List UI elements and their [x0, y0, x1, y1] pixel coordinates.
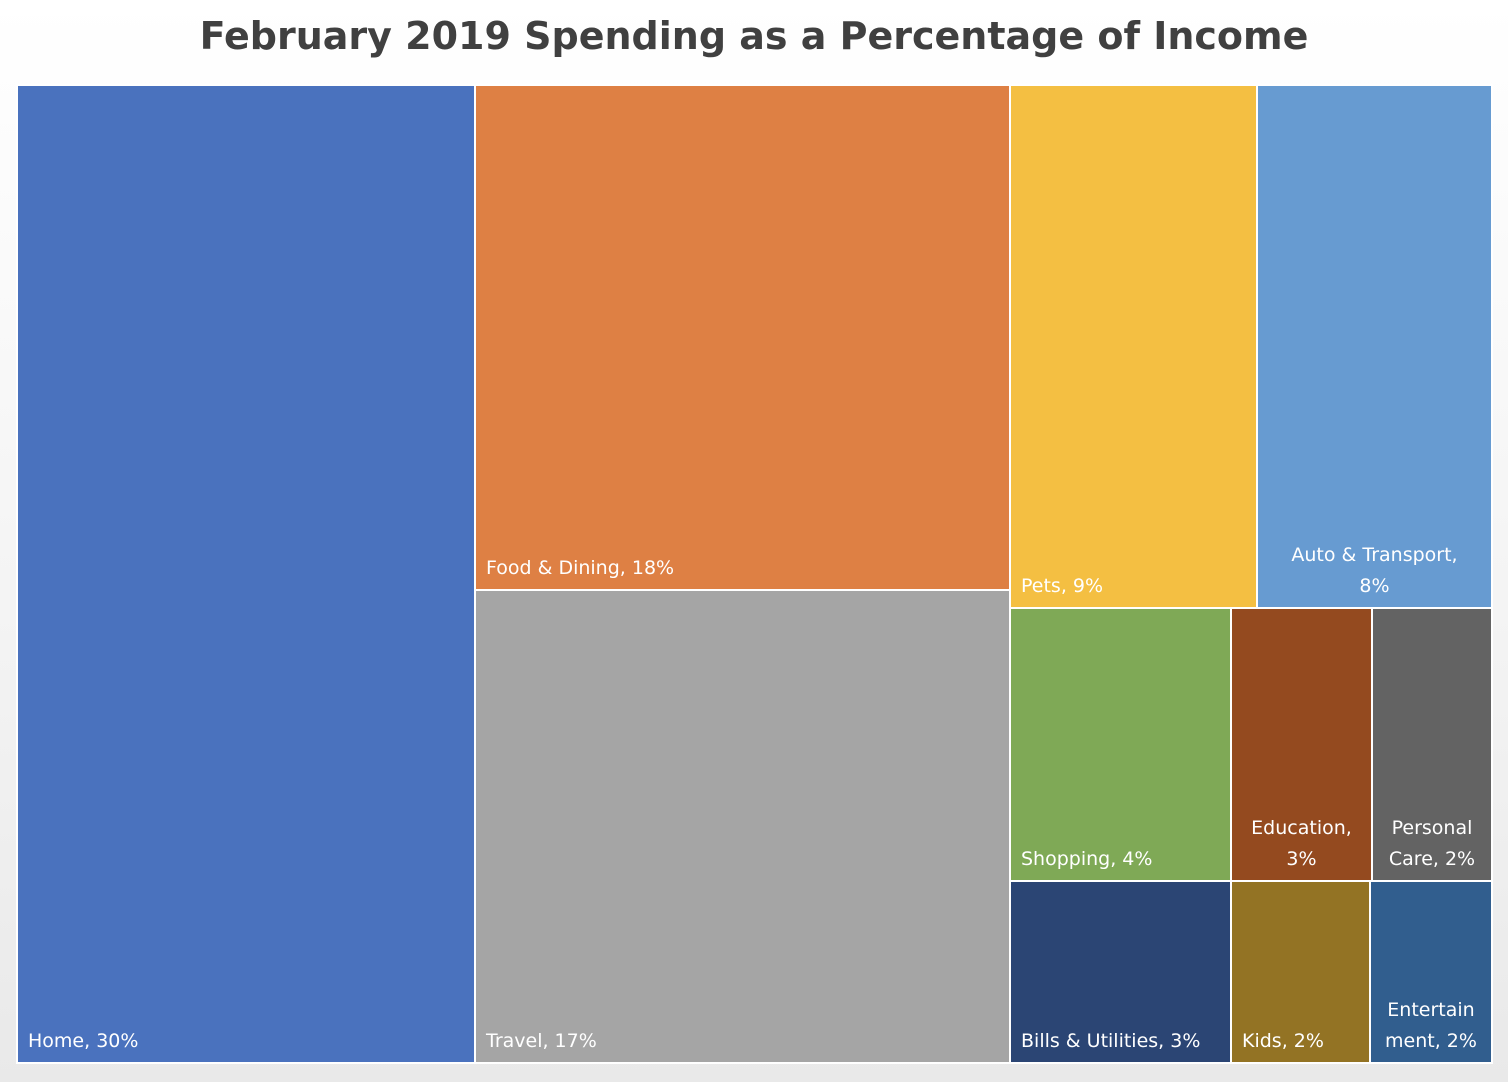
tile-food-and-dining: [474, 84, 1011, 591]
tile-label-travel: Travel, 17%: [485, 1030, 597, 1052]
tile-label-education-line1: Education,: [1251, 817, 1352, 839]
tile-home: [16, 84, 476, 1064]
tile-kids: [1230, 880, 1371, 1064]
tile-label-kids: Kids, 2%: [1242, 1030, 1324, 1052]
tile-label-pets: Pets, 9%: [1021, 575, 1103, 597]
tile-entertainment: [1369, 880, 1493, 1064]
tile-label-education-line2: 3%: [1286, 848, 1316, 870]
tile-bills-and-utilities: [1009, 880, 1232, 1064]
tile-label-auto-and-transport-line2: 8%: [1359, 575, 1389, 597]
tile-label-personal-care-line1: Personal: [1392, 817, 1473, 839]
tile-label-entertainment-line1: Entertain: [1387, 999, 1474, 1021]
tile-personal-care: [1371, 607, 1493, 882]
tile-label-bills-and-utilities: Bills & Utilities, 3%: [1021, 1030, 1200, 1052]
tile-shopping: [1009, 607, 1232, 882]
tile-pets: [1009, 84, 1258, 609]
tile-label-shopping: Shopping, 4%: [1021, 848, 1152, 870]
tile-education: [1230, 607, 1373, 882]
chart-title: February 2019 Spending as a Percentage o…: [199, 14, 1309, 58]
tile-label-entertainment-line2: ment, 2%: [1385, 1030, 1477, 1052]
tile-label-food-and-dining: Food & Dining, 18%: [486, 557, 674, 579]
tile-label-home: Home, 30%: [28, 1030, 138, 1052]
tile-auto-and-transport: [1256, 84, 1493, 609]
tile-label-auto-and-transport-line1: Auto & Transport,: [1291, 544, 1457, 566]
tile-label-personal-care-line2: Care, 2%: [1389, 848, 1475, 870]
tile-travel: [474, 589, 1011, 1064]
